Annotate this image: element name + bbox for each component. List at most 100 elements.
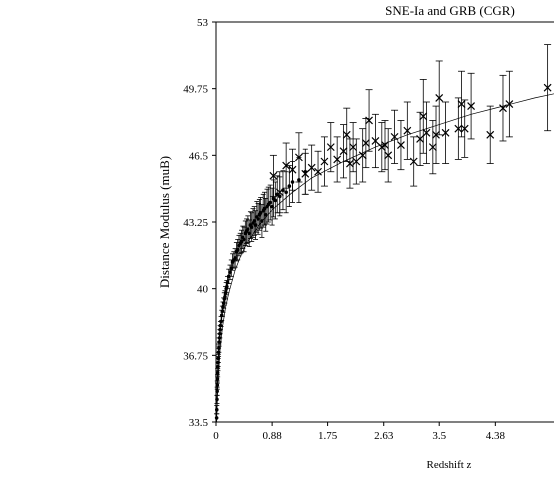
data-point-x — [543, 83, 552, 92]
data-point-x — [505, 100, 514, 108]
data-point — [262, 206, 267, 211]
data-point — [256, 217, 260, 221]
data-point — [290, 180, 295, 184]
data-point-x — [460, 124, 469, 133]
data-point-x — [432, 130, 440, 139]
y-tick-label: 53 — [197, 17, 209, 29]
data-point — [216, 364, 220, 369]
data-point — [226, 274, 231, 279]
x-tick-label: 2.63 — [374, 430, 394, 442]
ticks-layer: 0 0.88 1.75 2.63 3.5 4.38 33.5 36.75 40 43.25 46.5… — [183, 17, 505, 442]
data-point-x — [349, 143, 358, 152]
data-point-x — [428, 143, 437, 152]
data-point — [215, 370, 220, 375]
data-point-x — [499, 104, 507, 113]
x-tick-label: 4.38 — [486, 430, 506, 442]
data-point-x — [361, 139, 370, 147]
data-point — [217, 346, 221, 350]
data-point-x — [435, 93, 444, 102]
data-point-x — [365, 116, 373, 125]
data-point-x — [403, 126, 412, 135]
data-point — [225, 284, 229, 289]
chart-title: SNE-Ia and GRB (CGR) — [385, 3, 515, 18]
data-point — [225, 280, 230, 285]
data-point — [221, 301, 226, 305]
data-point-x — [358, 151, 367, 160]
data-point — [216, 360, 220, 365]
data-point-x — [333, 155, 342, 164]
data-point-x — [314, 167, 322, 176]
data-point — [215, 377, 220, 381]
data-point — [214, 407, 219, 412]
data-point — [215, 389, 219, 394]
errorbar-layer — [214, 44, 552, 423]
data-point — [235, 247, 240, 252]
data-point — [218, 327, 222, 332]
data-point-x — [381, 141, 389, 150]
data-point — [233, 256, 237, 260]
data-point-x — [294, 153, 303, 162]
y-tick-label: 46.5 — [189, 150, 209, 162]
y-tick-label: 43.25 — [183, 217, 208, 229]
data-point-x — [390, 132, 399, 141]
data-point-x — [352, 157, 361, 166]
y-tick-label: 36.75 — [183, 350, 208, 362]
data-point — [215, 397, 219, 402]
data-point-x — [409, 157, 418, 166]
data-point — [270, 204, 274, 209]
data-point — [218, 331, 222, 336]
data-point-x — [275, 188, 284, 197]
data-point-x — [371, 137, 380, 145]
data-point — [239, 239, 244, 244]
x-tick-label: 0 — [213, 430, 219, 442]
data-point-x — [342, 130, 351, 139]
data-point — [220, 309, 225, 314]
data-point-x — [269, 171, 278, 180]
data-point-x — [301, 169, 310, 178]
data-point-x — [416, 134, 424, 143]
data-point — [253, 223, 258, 227]
data-point — [215, 383, 220, 387]
data-point — [263, 213, 268, 217]
data-point — [219, 319, 223, 324]
data-point — [217, 336, 222, 340]
x-tick-label: 1.75 — [318, 430, 338, 442]
x-tick-label: 3.5 — [432, 430, 446, 442]
data-point-x — [457, 100, 466, 108]
data-point-x — [384, 151, 393, 160]
data-point — [221, 305, 225, 309]
data-point — [277, 194, 282, 199]
marker-layer — [214, 83, 552, 420]
data-point — [214, 416, 219, 420]
y-tick-label: 40 — [197, 284, 209, 296]
data-point — [252, 219, 257, 223]
data-point-x — [486, 130, 495, 139]
x-tick-label: 0.88 — [262, 430, 282, 442]
data-point-x — [326, 143, 335, 152]
data-point — [258, 210, 263, 215]
data-point — [268, 200, 273, 205]
y-axis-label: Distance Modulus (muB) — [157, 156, 172, 288]
data-point — [223, 290, 228, 295]
data-point-x — [441, 128, 450, 137]
data-point-x — [419, 112, 428, 121]
data-point — [229, 266, 234, 270]
data-point — [242, 237, 246, 242]
data-point — [216, 356, 221, 361]
data-point-x — [454, 124, 463, 133]
data-point — [217, 340, 221, 344]
data-point-x — [307, 163, 316, 172]
data-point — [287, 184, 292, 188]
data-point — [273, 198, 278, 203]
data-point — [219, 313, 224, 318]
data-point-x — [320, 157, 329, 166]
data-point-x — [422, 128, 431, 137]
data-point — [247, 231, 251, 236]
y-tick-label: 33.5 — [189, 417, 209, 429]
data-point — [260, 219, 264, 223]
data-point-x — [288, 165, 297, 174]
data-point — [246, 227, 250, 231]
data-point-x — [397, 141, 405, 150]
y-tick-label: 49.75 — [183, 84, 208, 96]
